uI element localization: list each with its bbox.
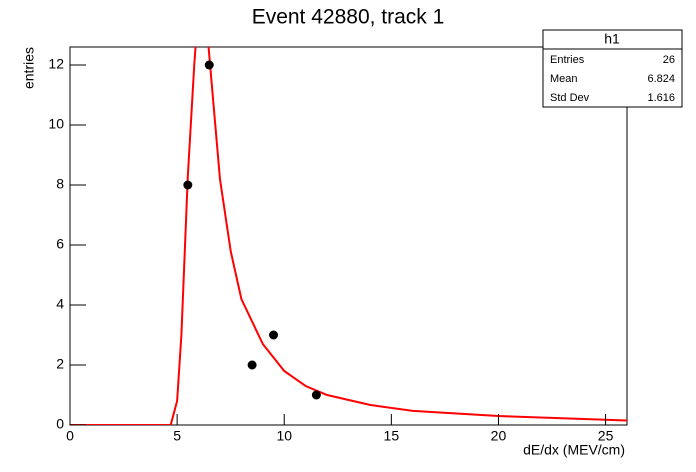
y-tick-label: 2: [56, 356, 64, 372]
x-tick-label: 20: [491, 428, 507, 444]
stats-box: [542, 29, 683, 108]
stats-value: 1.616: [647, 92, 675, 104]
x-tick-label: 15: [384, 428, 400, 444]
y-tick-label: 4: [56, 296, 64, 312]
stats-label: Entries: [550, 54, 585, 66]
y-tick-label: 10: [48, 116, 64, 132]
stats-value: 26: [663, 54, 675, 66]
y-tick-label: 6: [56, 236, 64, 252]
y-tick-label: 0: [56, 416, 64, 432]
stats-label: Std Dev: [550, 92, 590, 104]
x-tick-label: 10: [276, 428, 292, 444]
y-axis-label: entries: [21, 47, 37, 89]
x-tick-label: 5: [173, 428, 181, 444]
stats-value: 6.824: [647, 73, 675, 85]
frame: [69, 46, 628, 426]
y-tick-label: 12: [48, 56, 64, 72]
stats-label: Mean: [550, 73, 578, 85]
x-axis-label: dE/dx (MEV/cm): [523, 442, 625, 458]
data-point: [269, 330, 279, 340]
data-point: [183, 180, 193, 190]
x-tick-label: 0: [66, 428, 74, 444]
data-point: [247, 360, 257, 370]
data-point: [204, 60, 214, 70]
stats-title: h1: [604, 31, 620, 47]
data-point: [311, 390, 321, 400]
fit-curve: [70, 47, 627, 425]
y-tick-label: 8: [56, 176, 64, 192]
chart-title: Event 42880, track 1: [252, 6, 445, 29]
x-tick-label: 25: [598, 428, 614, 444]
